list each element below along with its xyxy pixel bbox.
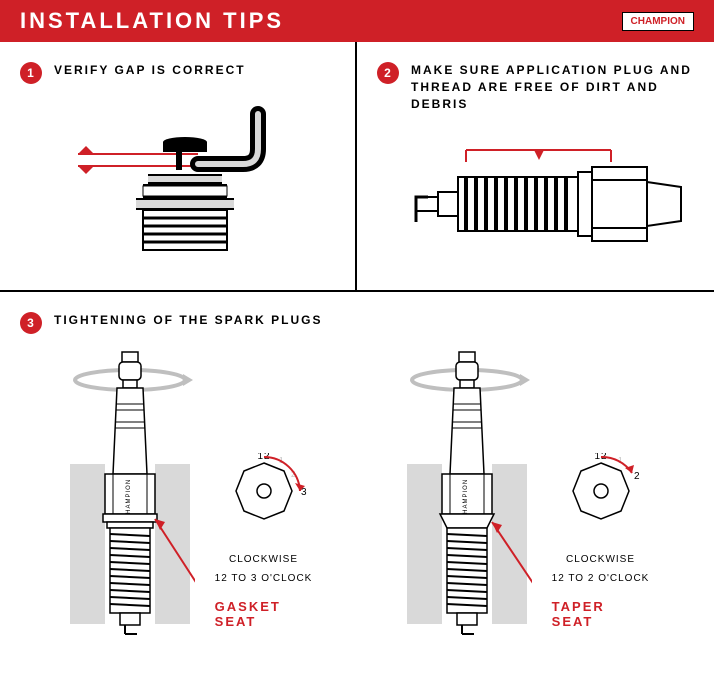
tightening-row: CHAMPION: [20, 344, 694, 644]
step-1-panel: 1 VERIFY GAP IS CORRECT: [0, 42, 357, 290]
taper-plug-icon: CHAMPION: [402, 344, 532, 644]
step-number-badge: 2: [377, 62, 399, 84]
step-text: TIGHTENING OF THE SPARK PLUGS: [54, 312, 322, 329]
step-header: 3 TIGHTENING OF THE SPARK PLUGS: [20, 312, 694, 334]
svg-text:CHAMPION: CHAMPION: [126, 479, 132, 519]
svg-text:CHAMPION: CHAMPION: [463, 479, 469, 519]
rotation-label: CLOCKWISE: [215, 554, 313, 565]
taper-seat-label: TAPER SEAT: [552, 599, 650, 629]
step-header: 2 MAKE SURE APPLICATION PLUG AND THREAD …: [377, 62, 694, 112]
header-bar: INSTALLATION TIPS CHAMPION: [0, 0, 714, 42]
brand-logo: CHAMPION: [622, 12, 694, 31]
rotation-label: CLOCKWISE: [552, 554, 650, 565]
clock-dial-icon: 12 1 2: [556, 453, 646, 543]
step-header: 1 VERIFY GAP IS CORRECT: [20, 62, 335, 84]
step-number-badge: 3: [20, 312, 42, 334]
page-title: INSTALLATION TIPS: [20, 8, 284, 34]
dial-gasket: 12 1 2 3 CLOCKWISE 12 TO 3 O'CLOCK: [215, 453, 313, 584]
range-label: 12 TO 2 O'CLOCK: [552, 573, 650, 584]
gasket-seat-label: GASKET SEAT: [215, 599, 313, 629]
thread-diagram: [386, 122, 686, 282]
step-text: VERIFY GAP IS CORRECT: [54, 62, 246, 79]
taper-column: CHAMPION: [402, 344, 650, 644]
range-label: 12 TO 3 O'CLOCK: [215, 573, 313, 584]
step-2-panel: 2 MAKE SURE APPLICATION PLUG AND THREAD …: [357, 42, 714, 290]
step-text: MAKE SURE APPLICATION PLUG AND THREAD AR…: [411, 62, 694, 112]
top-row: 1 VERIFY GAP IS CORRECT: [0, 42, 714, 292]
gap-diagram: [48, 94, 308, 264]
gasket-plug-icon: CHAMPION: [65, 344, 195, 644]
step-3-panel: 3 TIGHTENING OF THE SPARK PLUGS: [0, 292, 714, 697]
gasket-column: CHAMPION: [65, 344, 313, 644]
clock-dial-icon: 12 1 2 3: [219, 453, 309, 543]
svg-text:2: 2: [634, 471, 641, 482]
step-number-badge: 1: [20, 62, 42, 84]
dial-taper: 12 1 2 CLOCKWISE 12 TO 2 O'CLOCK: [552, 453, 650, 584]
